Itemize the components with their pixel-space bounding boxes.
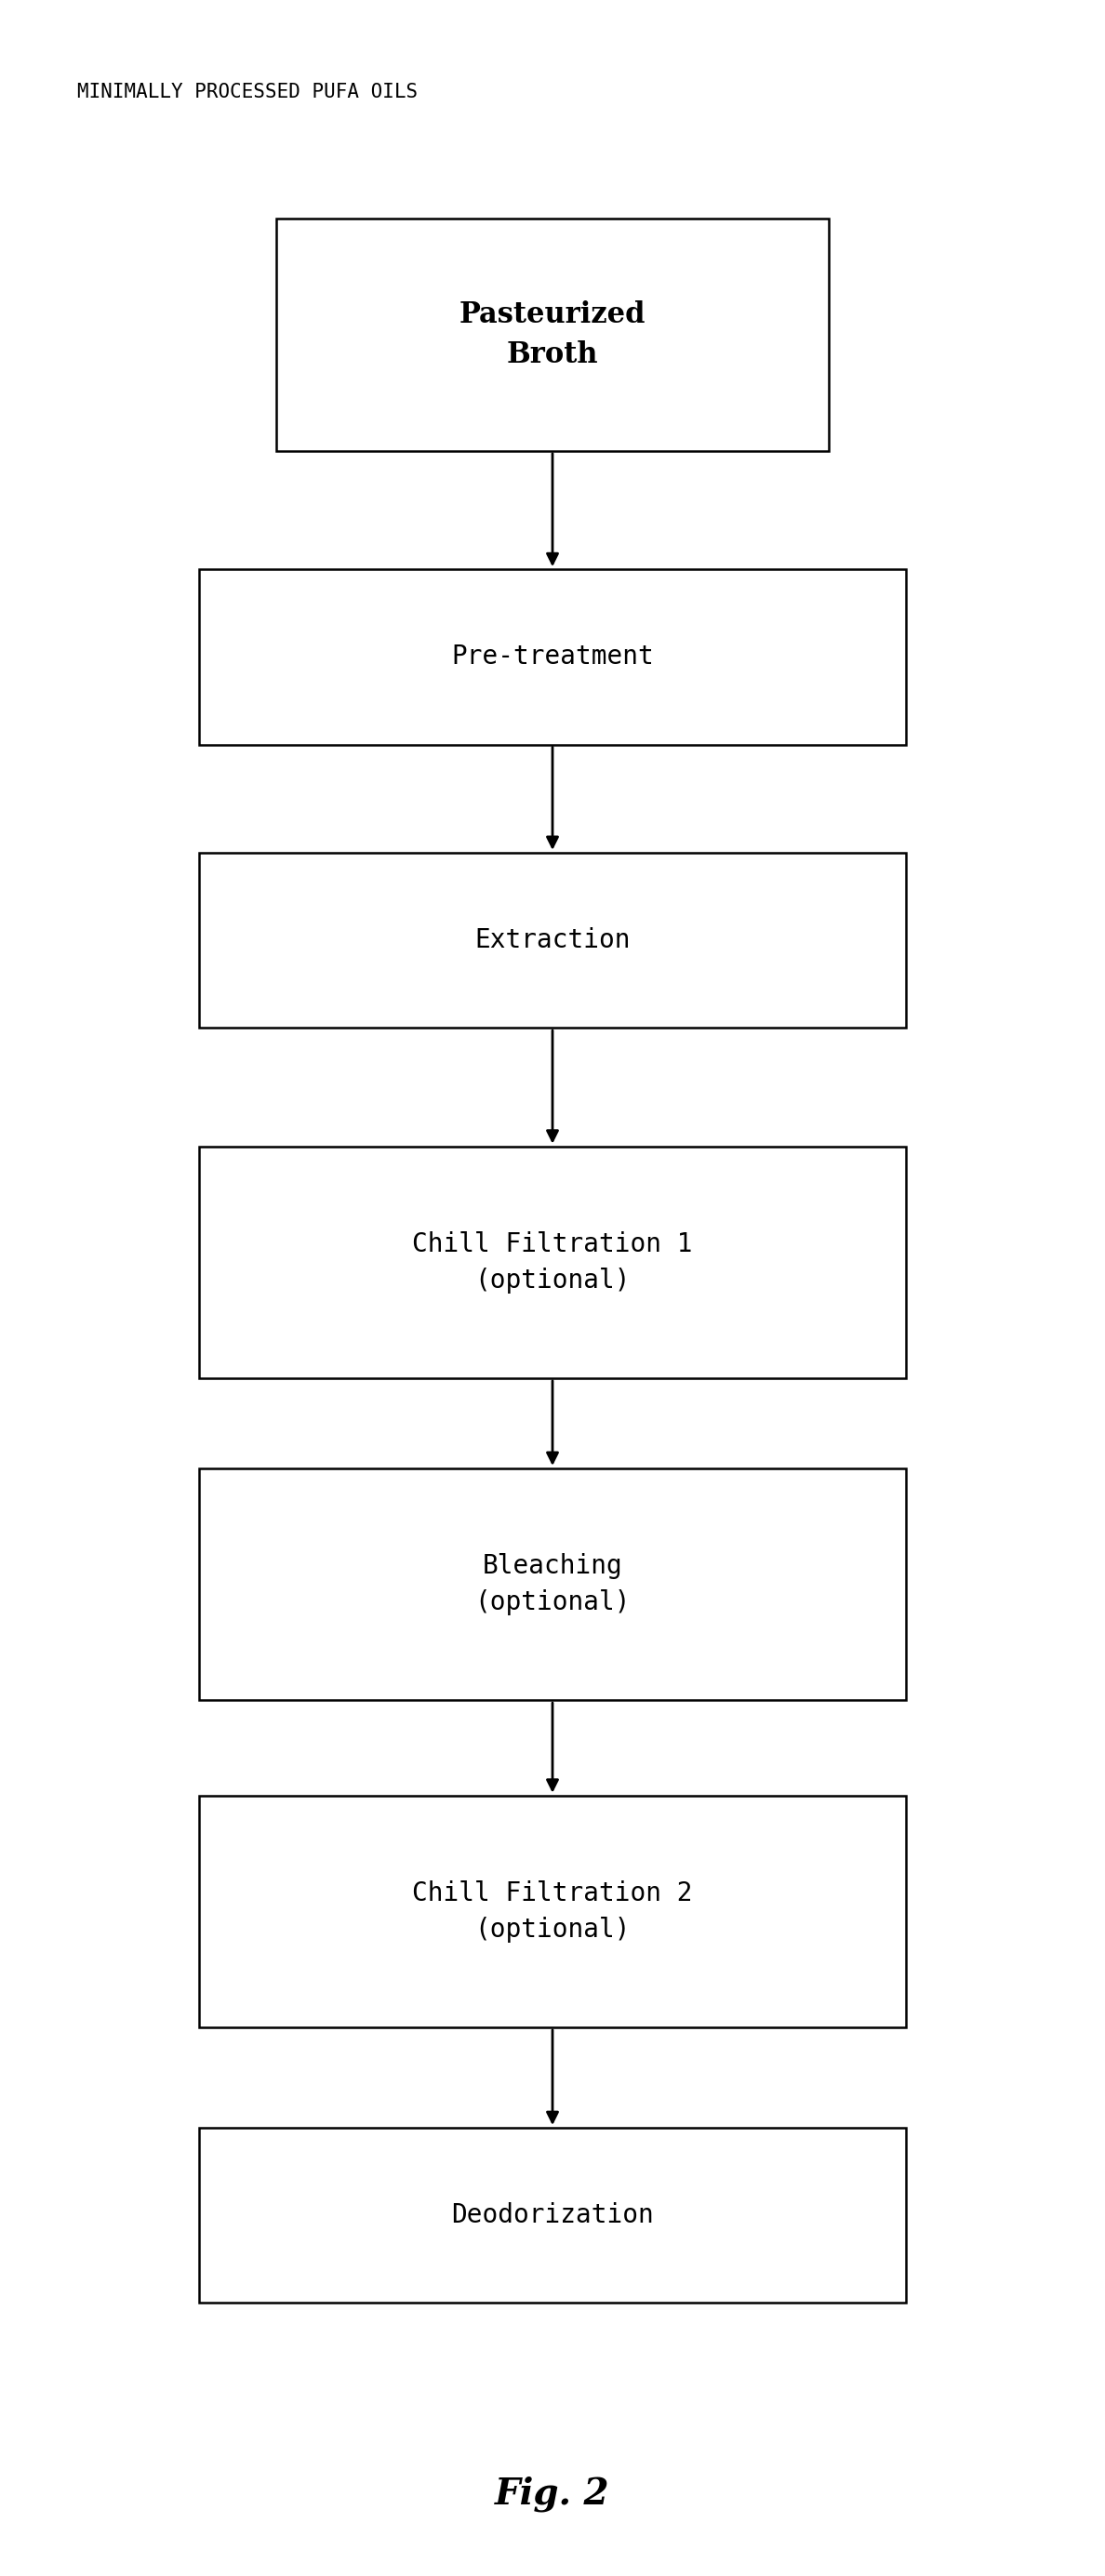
Text: Pasteurized
Broth: Pasteurized Broth <box>460 301 645 368</box>
Text: Deodorization: Deodorization <box>451 2202 654 2228</box>
FancyBboxPatch shape <box>199 853 906 1028</box>
Text: Extraction: Extraction <box>475 927 630 953</box>
Text: Bleaching
(optional): Bleaching (optional) <box>475 1553 630 1615</box>
FancyBboxPatch shape <box>199 2128 906 2303</box>
FancyBboxPatch shape <box>276 219 829 451</box>
FancyBboxPatch shape <box>199 1146 906 1378</box>
FancyBboxPatch shape <box>199 1468 906 1700</box>
Text: Fig. 2: Fig. 2 <box>495 2476 610 2512</box>
Text: Pre-treatment: Pre-treatment <box>451 644 654 670</box>
Text: Chill Filtration 2
(optional): Chill Filtration 2 (optional) <box>412 1880 693 1942</box>
FancyBboxPatch shape <box>199 1795 906 2027</box>
Text: MINIMALLY PROCESSED PUFA OILS: MINIMALLY PROCESSED PUFA OILS <box>77 82 418 100</box>
Text: Chill Filtration 1
(optional): Chill Filtration 1 (optional) <box>412 1231 693 1293</box>
FancyBboxPatch shape <box>199 569 906 744</box>
